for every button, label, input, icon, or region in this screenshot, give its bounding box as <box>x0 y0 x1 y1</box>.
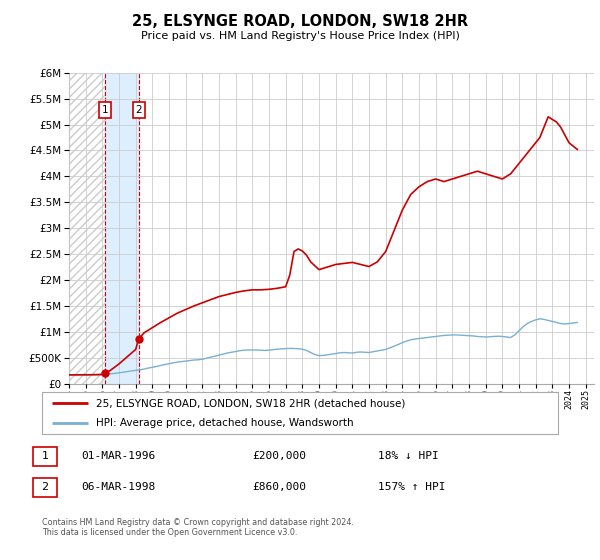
Text: 157% ↑ HPI: 157% ↑ HPI <box>378 482 445 492</box>
Text: 18% ↓ HPI: 18% ↓ HPI <box>378 451 439 461</box>
Text: 1: 1 <box>102 105 109 115</box>
Text: 06-MAR-1998: 06-MAR-1998 <box>81 482 155 492</box>
Text: 2: 2 <box>41 482 49 492</box>
Text: 01-MAR-1996: 01-MAR-1996 <box>81 451 155 461</box>
Text: £200,000: £200,000 <box>252 451 306 461</box>
Text: Contains HM Land Registry data © Crown copyright and database right 2024.
This d: Contains HM Land Registry data © Crown c… <box>42 518 354 538</box>
Text: 2: 2 <box>136 105 142 115</box>
Text: Price paid vs. HM Land Registry's House Price Index (HPI): Price paid vs. HM Land Registry's House … <box>140 31 460 41</box>
Bar <box>69 73 105 384</box>
Text: 25, ELSYNGE ROAD, LONDON, SW18 2HR: 25, ELSYNGE ROAD, LONDON, SW18 2HR <box>132 14 468 29</box>
Text: £860,000: £860,000 <box>252 482 306 492</box>
Text: HPI: Average price, detached house, Wandsworth: HPI: Average price, detached house, Wand… <box>96 418 354 428</box>
Text: 1: 1 <box>41 451 49 461</box>
Bar <box>105 73 139 384</box>
Text: 25, ELSYNGE ROAD, LONDON, SW18 2HR (detached house): 25, ELSYNGE ROAD, LONDON, SW18 2HR (deta… <box>96 398 406 408</box>
